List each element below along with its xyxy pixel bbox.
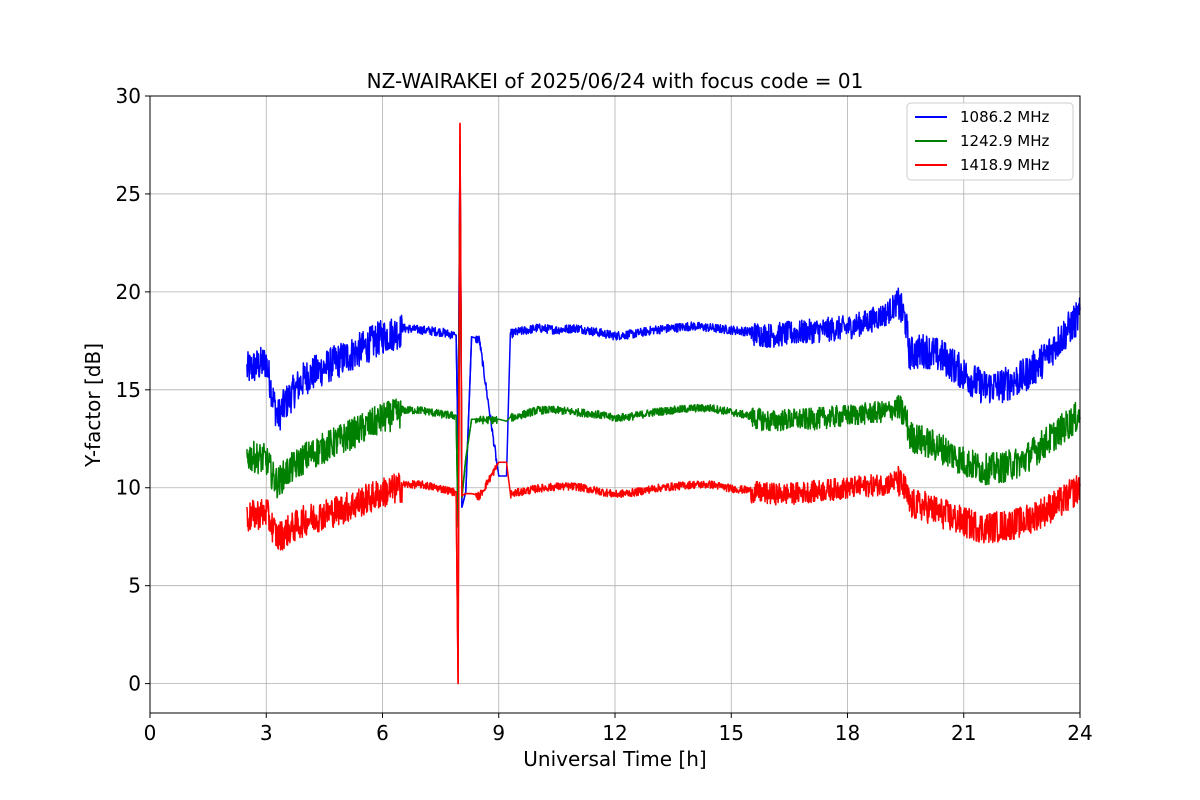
x-tick-label: 24 [1067, 721, 1092, 745]
series-line [246, 122, 1081, 685]
series-layer [246, 122, 1081, 685]
legend-label: 1418.9 MHz [960, 156, 1049, 174]
x-tick-label: 15 [719, 721, 744, 745]
x-tick-label: 0 [144, 721, 157, 745]
series-line [246, 144, 1081, 509]
y-axis-title: Y-factor [dB] [81, 343, 105, 468]
x-tick-label: 12 [602, 721, 627, 745]
y-tick-label: 10 [116, 476, 141, 500]
x-tick-label: 6 [376, 721, 389, 745]
x-axis-title: Universal Time [h] [523, 747, 706, 771]
x-tick-label: 18 [835, 721, 860, 745]
x-tick-label: 21 [951, 721, 976, 745]
y-tick-label: 25 [116, 182, 141, 206]
legend: 1086.2 MHz 1242.9 MHz 1418.9 MHz [906, 102, 1074, 181]
y-tick-label: 15 [116, 378, 141, 402]
ticks: 0 3 6 9 12 15 18 21 24 0 5 10 15 20 25 30 [116, 84, 1093, 745]
series-spike [455, 123, 480, 684]
series-line [246, 154, 1081, 528]
y-tick-label: 20 [116, 280, 141, 304]
chart-title: NZ-WAIRAKEI of 2025/06/24 with focus cod… [367, 69, 864, 93]
legend-label: 1242.9 MHz [960, 132, 1049, 150]
y-tick-label: 5 [128, 574, 141, 598]
x-tick-label: 3 [260, 721, 273, 745]
legend-label: 1086.2 MHz [960, 108, 1049, 126]
y-tick-label: 30 [116, 84, 141, 108]
legend-box [906, 102, 1074, 181]
x-tick-label: 9 [492, 721, 505, 745]
y-tick-label: 0 [128, 672, 141, 696]
